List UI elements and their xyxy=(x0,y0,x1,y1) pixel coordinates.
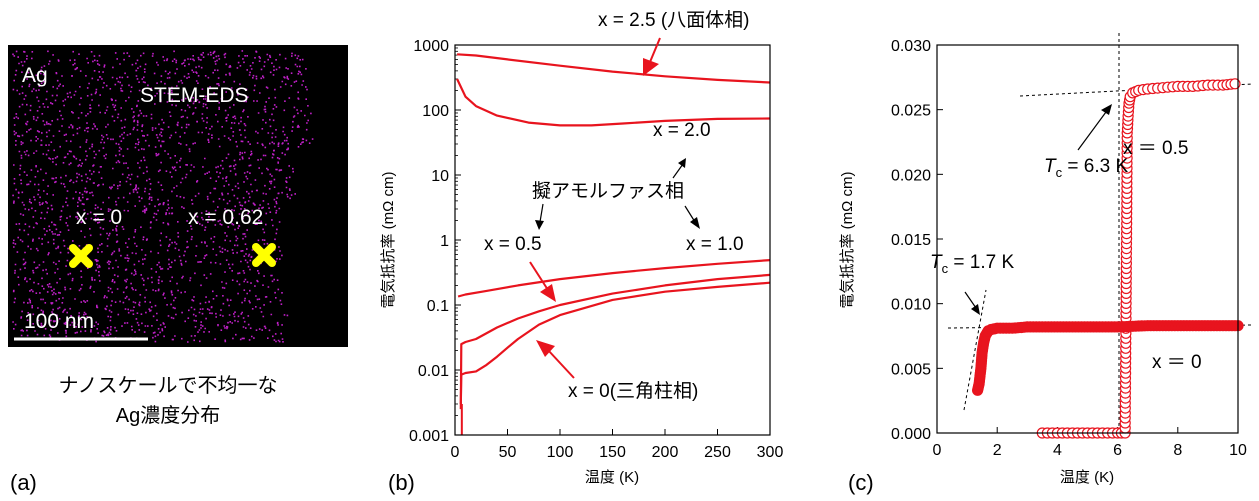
arrow-x-2-5 xyxy=(643,37,661,76)
x-tick-label: 200 xyxy=(652,444,679,461)
panel-c: 0 2 4 6 8 10 0.000 0.005 0.010 0.015 0.020 0.025 0.0… xyxy=(839,33,1253,495)
y-tick-label: 0.025 xyxy=(891,103,931,120)
caption-line-2: Ag濃度分布 xyxy=(116,404,220,427)
y-tick-label: 0.000 xyxy=(891,426,931,443)
x-tick-label: 4 xyxy=(1053,442,1062,459)
arrow-tc-x0 xyxy=(964,291,980,315)
x-tick-label: 300 xyxy=(757,444,784,461)
label-amorphous: 擬アモルファス相 xyxy=(532,180,684,202)
marker-1-label: x = 0 xyxy=(76,206,122,229)
x-tick-label: 150 xyxy=(599,444,626,461)
y-tick-label: 0.01 xyxy=(418,363,449,380)
label-x-0: x = 0(三角柱相) xyxy=(568,380,698,402)
ag-distribution-dots xyxy=(12,50,314,343)
panel-b-x-axis-label: 温度 (K) xyxy=(585,469,639,486)
panel-a: Ag STEM-EDS x = 0 x = 0.62 100 nm ナノスケール… xyxy=(8,45,348,495)
transition-guide-x0 xyxy=(963,289,987,411)
panel-b-curves xyxy=(456,53,771,435)
panel-b-axes: 0 50 100 150 200 250 300 0.001 0.01 0.1 1 10 100 1000 xyxy=(409,38,783,461)
panel-c-x-axis-label: 温度 (K) xyxy=(1060,469,1114,486)
y-tick-label: 0.015 xyxy=(891,232,931,249)
x-tick-label: 6 xyxy=(1113,442,1122,459)
arrow-tc-x05 xyxy=(1077,104,1112,151)
series-line-2 xyxy=(457,259,771,298)
y-tick-label: 0.020 xyxy=(891,167,931,184)
cross-marker-2 xyxy=(252,243,276,267)
y-tick-label: 0.010 xyxy=(891,297,931,314)
x-tick-label: 0 xyxy=(933,442,942,459)
map-technique-label: STEM-EDS xyxy=(140,84,249,107)
y-tick-label: 0.001 xyxy=(409,428,449,445)
caption-line-1: ナノスケールで不均一な xyxy=(59,374,278,397)
series-line-4 xyxy=(459,281,771,405)
series-line-1 xyxy=(456,78,771,127)
x-tick-label: 50 xyxy=(499,444,517,461)
series-label-x05: x ＝ 0.5 xyxy=(1123,138,1188,159)
panel-b: 0 50 100 150 200 250 300 0.001 0.01 0.1 1 10 100 1000… xyxy=(380,9,783,495)
panel-a-label: (a) xyxy=(10,470,37,495)
panel-b-label: (b) xyxy=(388,470,415,495)
arrow-x-0 xyxy=(536,340,575,379)
marker-2-label: x = 0.62 xyxy=(188,206,263,229)
x-tick-label: 100 xyxy=(547,444,574,461)
tc-label-x05: Tc = 6.3 K xyxy=(1044,156,1128,180)
cross-marker-1 xyxy=(69,244,93,268)
arrow-to-x-1-0 xyxy=(684,205,700,229)
panel-b-y-axis-label: 電気抵抗率 (mΩ cm) xyxy=(380,171,397,308)
panel-c-frame xyxy=(936,44,1239,434)
label-x-1-0: x = 1.0 xyxy=(686,234,744,255)
x-tick-label: 250 xyxy=(704,444,731,461)
series-label-x0: x ＝ 0 xyxy=(1152,352,1202,373)
tc-label-x0: Tc = 1.7 K xyxy=(930,252,1014,276)
y-tick-label: 100 xyxy=(422,103,449,120)
y-tick-label: 0.030 xyxy=(891,38,931,55)
y-tick-label: 1 xyxy=(440,233,449,250)
arrow-to-x-0-5 xyxy=(535,203,544,230)
series-line-3 xyxy=(459,273,771,410)
arrow-to-x-2-0 xyxy=(672,158,686,179)
x-tick-label: 0 xyxy=(451,444,460,461)
stem-eds-map xyxy=(8,45,348,347)
y-tick-label: 0.005 xyxy=(891,361,931,378)
map-element-label: Ag xyxy=(22,64,48,87)
series-line-0 xyxy=(457,53,771,84)
panel-c-axes: 0 2 4 6 8 10 0.000 0.005 0.010 0.015 0.020 0.025 0.0… xyxy=(891,38,1247,459)
label-x-2-5: x = 2.5 (八面体相) xyxy=(598,9,750,31)
arrow-x-0-5 xyxy=(529,261,556,302)
x-tick-label: 2 xyxy=(993,442,1002,459)
panel-b-frame xyxy=(454,44,771,436)
ag-dot-cloud xyxy=(12,50,314,343)
scale-bar-label: 100 nm xyxy=(24,310,94,333)
y-tick-label: 10 xyxy=(431,168,449,185)
y-tick-label: 0.1 xyxy=(427,298,449,315)
label-x-0-5: x = 0.5 xyxy=(484,234,542,255)
x-tick-label: 8 xyxy=(1173,442,1182,459)
x-tick-label: 10 xyxy=(1229,442,1247,459)
panel-c-y-axis-label: 電気抵抗率 (mΩ cm) xyxy=(839,171,856,308)
y-tick-label: 1000 xyxy=(413,38,449,55)
label-x-2-0: x = 2.0 xyxy=(653,120,711,141)
panel-c-label: (c) xyxy=(848,470,874,495)
panel-c-guides xyxy=(947,33,1253,434)
